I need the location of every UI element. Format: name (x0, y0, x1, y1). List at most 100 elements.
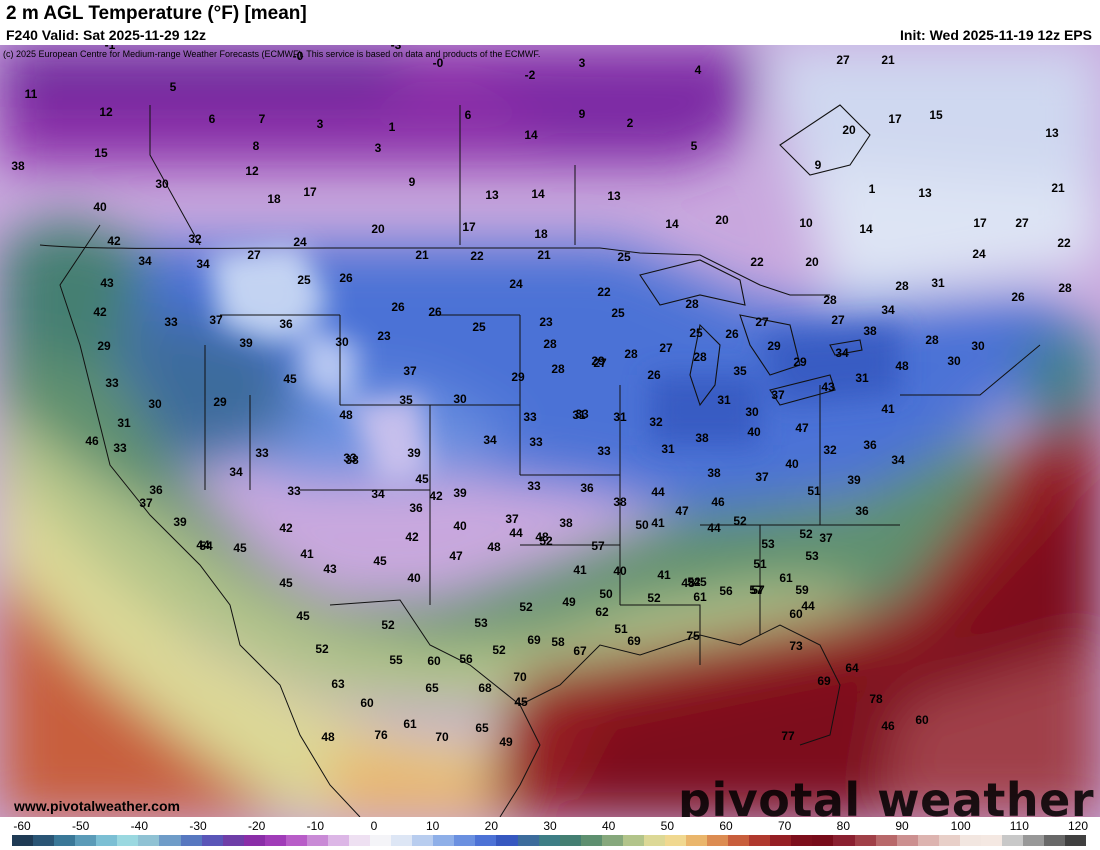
temperature-label: 41 (657, 568, 671, 582)
temperature-label: 13 (1045, 126, 1059, 140)
legend-tick-label: 80 (836, 819, 851, 833)
temperature-label: 13 (485, 188, 499, 202)
website-watermark[interactable]: www.pivotalweather.com (14, 798, 180, 814)
temperature-label: 26 (428, 305, 442, 319)
temperature-label: 49 (562, 595, 576, 609)
temperature-label: 76 (374, 728, 388, 742)
temperature-label: 38 (707, 466, 721, 480)
temperature-label: 45 (415, 472, 429, 486)
temperature-label: 26 (339, 271, 353, 285)
legend-color-swatch (264, 835, 286, 846)
temperature-label: 27 (593, 356, 607, 370)
temperature-label: 28 (895, 279, 909, 293)
temperature-label: 44 (196, 538, 210, 552)
temperature-label: 46 (881, 719, 895, 733)
temperature-label: 18 (267, 192, 281, 206)
temperature-label: 45 (514, 695, 528, 709)
legend-tick-label: 10 (425, 819, 440, 833)
temperature-label: 30 (148, 397, 162, 411)
legend-color-swatch (496, 835, 518, 846)
temperature-label: 27 (247, 248, 261, 262)
temperature-label: 20 (715, 213, 729, 227)
temperature-label: 25 (617, 250, 631, 264)
temperature-label: 33 (255, 446, 269, 460)
temperature-label: 61 (779, 571, 793, 585)
legend-color-swatch (138, 835, 160, 846)
temperature-label: 32 (188, 232, 202, 246)
temperature-label: 48 (339, 408, 353, 422)
temperature-label: 7 (259, 112, 266, 126)
temperature-label: 22 (750, 255, 764, 269)
temperature-label: 14 (859, 222, 873, 236)
temperature-label: 52 (687, 575, 701, 589)
legend-tick-label: 0 (370, 819, 378, 833)
temperature-map[interactable]: (c) 2025 European Centre for Medium-rang… (0, 45, 1100, 817)
temperature-label: -1 (105, 45, 116, 52)
temperature-label: 28 (551, 362, 565, 376)
legend-tick-label: -30 (189, 819, 207, 833)
temperature-label: 44 (509, 526, 523, 540)
temperature-label: 61 (693, 590, 707, 604)
temperature-label: 29 (591, 354, 605, 368)
temperature-label: 13 (607, 189, 621, 203)
temperature-label: 15 (94, 146, 108, 160)
temperature-label: 38 (613, 495, 627, 509)
legend-color-swatch (854, 835, 876, 846)
temperature-label: 56 (719, 584, 733, 598)
temperature-label: 53 (761, 537, 775, 551)
temperature-label: -2 (525, 68, 536, 82)
temperature-label: 38 (11, 159, 25, 173)
temperature-label: 64 (845, 661, 859, 675)
temperature-label: 69 (527, 633, 541, 647)
temperature-label: 27 (836, 53, 850, 67)
temperature-label: 65 (425, 681, 439, 695)
temperature-label: 9 (815, 158, 822, 172)
temperature-label: 34 (483, 433, 497, 447)
temperature-label: 31 (613, 410, 627, 424)
temperature-label: 60 (915, 713, 929, 727)
temperature-label: 28 (685, 297, 699, 311)
legend-color-swatch (1001, 835, 1023, 846)
temperature-label: 38 (559, 516, 573, 530)
temperature-label: 11 (25, 87, 38, 101)
legend-color-swatch (770, 835, 792, 846)
temperature-label: 42 (405, 530, 419, 544)
temperature-label: 52 (647, 591, 661, 605)
legend-color-swatch (580, 835, 602, 846)
temperature-label: 42 (279, 521, 293, 535)
temperature-label: 47 (675, 504, 689, 518)
temperature-label: 31 (931, 276, 945, 290)
temperature-label: 44 (707, 521, 721, 535)
temperature-label: 30 (947, 354, 961, 368)
temperature-label: 39 (239, 336, 253, 350)
temperature-label: 36 (149, 483, 163, 497)
legend-color-swatch (12, 835, 34, 846)
temperature-label: 31 (572, 408, 586, 422)
temperature-label: 70 (435, 730, 449, 744)
temperature-label: 9 (579, 107, 586, 121)
temperature-label: 52 (519, 600, 533, 614)
temperature-label: 13 (918, 186, 932, 200)
temperature-label: 22 (597, 285, 611, 299)
temperature-label: 51 (807, 484, 821, 498)
temperature-label: 51 (614, 622, 628, 636)
temperature-label: 5 (170, 80, 177, 94)
temperature-label: 33 (343, 451, 357, 465)
legend-tick-label: 120 (1067, 819, 1089, 833)
temperature-label: 40 (93, 200, 107, 214)
temperature-label: 3 (375, 141, 382, 155)
temperature-label: 62 (595, 605, 609, 619)
temperature-label: 57 (751, 583, 765, 597)
temperature-label: 61 (403, 717, 417, 731)
temperature-label: 25 (297, 273, 311, 287)
temperature-label: 34 (229, 465, 243, 479)
temperature-label: 36 (279, 317, 293, 331)
temperature-label: 17 (462, 220, 476, 234)
legend-tick-label: 100 (950, 819, 971, 833)
temperature-label: 12 (245, 164, 259, 178)
temperature-label: 3 (579, 56, 586, 70)
temperature-label: 36 (855, 504, 869, 518)
temperature-label: 43 (821, 380, 835, 394)
temperature-label: 45 (283, 372, 297, 386)
legend-color-swatch (54, 835, 76, 846)
